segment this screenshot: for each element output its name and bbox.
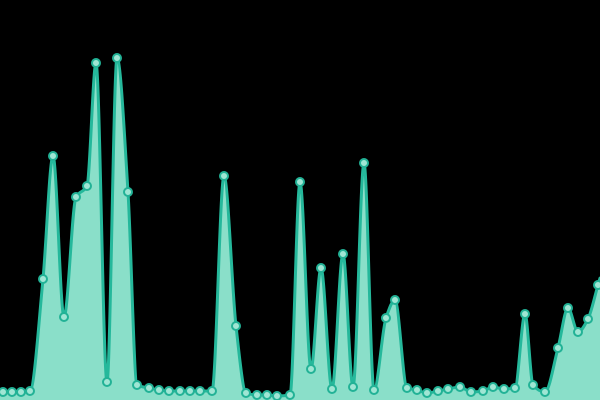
data-point-marker (144, 383, 154, 393)
data-point-marker (359, 158, 369, 168)
data-point-marker (553, 343, 563, 353)
data-point-marker (327, 384, 337, 394)
data-point-marker (252, 390, 262, 400)
data-point-marker (207, 386, 217, 396)
data-point-marker (528, 380, 538, 390)
data-point-marker (231, 321, 241, 331)
data-point-marker (132, 380, 142, 390)
data-point-marker (164, 386, 174, 396)
data-point-marker (369, 385, 379, 395)
data-point-marker (175, 386, 185, 396)
data-point-marker (390, 295, 400, 305)
data-point-marker (306, 364, 316, 374)
data-point-marker (38, 274, 48, 284)
data-point-marker (59, 312, 69, 322)
data-point-marker (112, 53, 122, 63)
data-point-marker (422, 388, 432, 398)
data-point-marker (488, 382, 498, 392)
data-point-marker (573, 327, 583, 337)
data-point-marker (219, 171, 229, 181)
data-point-marker (123, 187, 133, 197)
data-point-marker (381, 313, 391, 323)
data-point-marker (91, 58, 101, 68)
data-point-marker (348, 382, 358, 392)
data-point-marker (540, 387, 550, 397)
data-point-marker (16, 387, 26, 397)
data-point-marker (185, 386, 195, 396)
data-point-marker (154, 385, 164, 395)
data-point-marker (499, 384, 509, 394)
data-point-marker (478, 386, 488, 396)
area-fill (0, 58, 600, 400)
data-point-marker (466, 387, 476, 397)
data-point-marker (412, 385, 422, 395)
data-point-marker (316, 263, 326, 273)
data-point-marker (520, 309, 530, 319)
data-point-marker (0, 387, 8, 397)
data-point-marker (295, 177, 305, 187)
data-point-marker (195, 386, 205, 396)
data-point-marker (510, 383, 520, 393)
data-point-marker (82, 181, 92, 191)
data-point-marker (593, 280, 600, 290)
data-point-marker (563, 303, 573, 313)
data-point-marker (583, 314, 593, 324)
data-point-marker (102, 377, 112, 387)
data-point-marker (71, 192, 81, 202)
data-point-marker (25, 386, 35, 396)
data-point-marker (48, 151, 58, 161)
data-point-marker (272, 391, 282, 400)
data-point-marker (262, 390, 272, 400)
data-point-marker (241, 388, 251, 398)
data-point-marker (338, 249, 348, 259)
data-point-marker (443, 384, 453, 394)
data-point-marker (7, 387, 17, 397)
data-point-markers (0, 53, 600, 400)
data-point-marker (455, 382, 465, 392)
data-point-marker (433, 386, 443, 396)
data-point-marker (402, 383, 412, 393)
data-point-marker (285, 390, 295, 400)
